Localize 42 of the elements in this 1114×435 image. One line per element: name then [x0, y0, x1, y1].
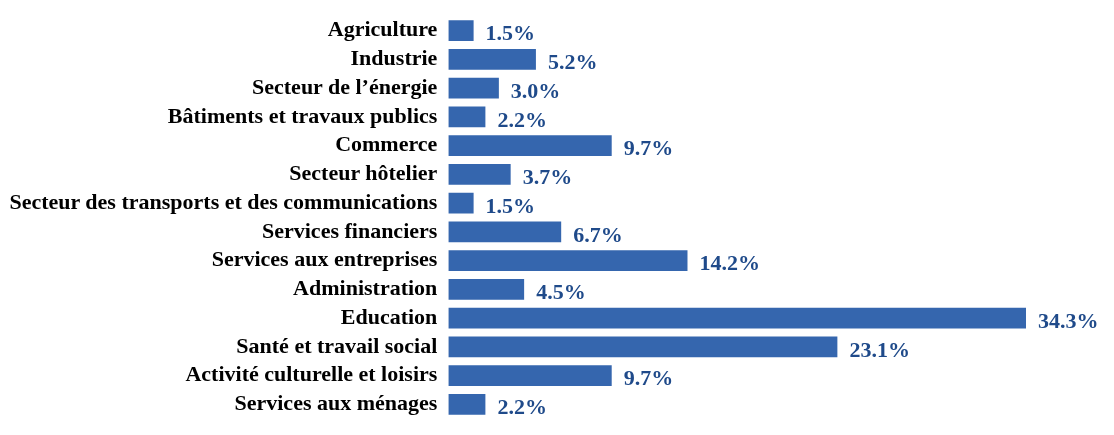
- data-label: 9.7%: [623, 365, 674, 391]
- bar: [448, 20, 474, 41]
- data-label: 3.0%: [510, 77, 561, 103]
- bar: [448, 77, 499, 99]
- bar: [448, 365, 612, 387]
- bar: [448, 250, 688, 271]
- y-tick-label: Services financiers: [261, 217, 438, 243]
- data-label: 1.5%: [485, 192, 536, 218]
- y-tick-label: Secteur hôtelier: [289, 160, 438, 186]
- y-tick-label: Agriculture: [327, 16, 438, 42]
- bar: [448, 394, 486, 415]
- bar: [448, 336, 838, 358]
- bar: [448, 279, 525, 300]
- y-tick-label: Services aux ménages: [234, 390, 438, 416]
- y-tick-label: Activité culturelle et loisirs: [185, 361, 438, 387]
- data-label: 1.5%: [485, 20, 536, 46]
- y-tick-label: Santé et travail social: [236, 332, 438, 358]
- data-label: 2.2%: [497, 394, 547, 420]
- bar: [448, 192, 474, 214]
- y-tick-label: Secteur des transports et des communications: [9, 188, 438, 214]
- y-tick-label: Services aux entreprises: [211, 246, 438, 272]
- data-label: 2.2%: [497, 106, 547, 132]
- data-label: 23.1%: [849, 336, 910, 362]
- bar: [448, 164, 511, 185]
- bar: [448, 106, 486, 128]
- data-label: 14.2%: [699, 250, 760, 276]
- y-tick-label: Secteur de l’énergie: [252, 73, 438, 99]
- bar: [448, 307, 1026, 329]
- y-tick-label: Commerce: [335, 131, 438, 157]
- y-tick-label: Administration: [293, 275, 438, 301]
- data-label: 9.7%: [623, 135, 674, 161]
- data-label: 34.3%: [1038, 307, 1099, 333]
- y-tick-label: Industrie: [350, 45, 438, 71]
- data-label: 3.7%: [522, 164, 573, 190]
- bar: [448, 48, 536, 70]
- data-label: 4.5%: [536, 279, 586, 305]
- data-label: 5.2%: [547, 49, 598, 75]
- bar: [448, 221, 562, 243]
- y-tick-label: Bâtiments et travaux publics: [167, 102, 438, 128]
- data-label: 6.7%: [573, 221, 623, 247]
- bar: [448, 135, 612, 156]
- y-tick-label: Education: [340, 303, 438, 329]
